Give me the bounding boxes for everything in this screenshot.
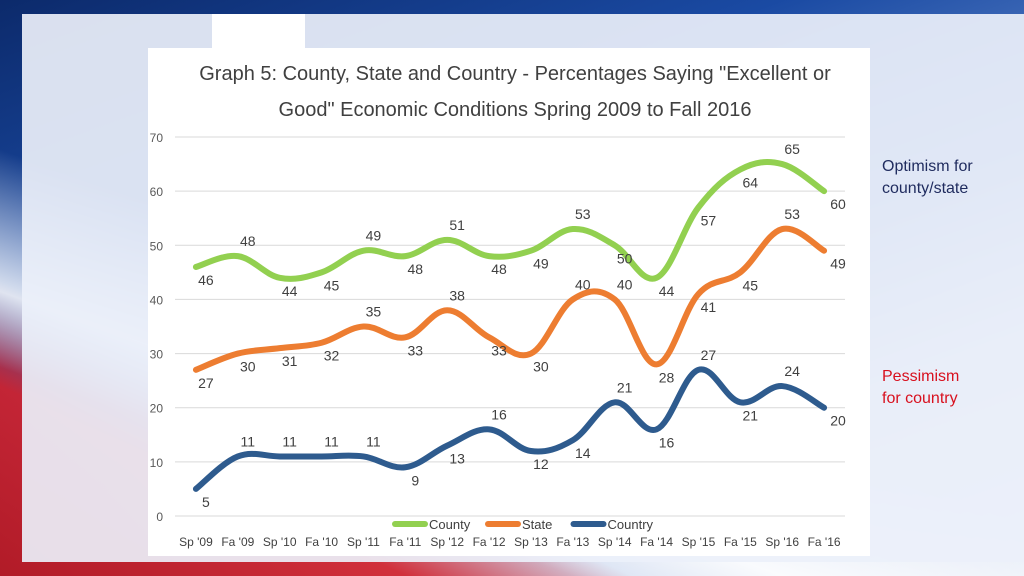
y-tick-label: 40 xyxy=(150,293,164,307)
data-label: 38 xyxy=(449,287,465,303)
data-label: 27 xyxy=(198,375,214,391)
x-tick-label: Fa '11 xyxy=(389,535,421,549)
data-label: 30 xyxy=(533,359,549,375)
data-label: 9 xyxy=(411,472,419,488)
data-label: 40 xyxy=(575,276,591,292)
y-tick-label: 10 xyxy=(150,456,164,470)
data-label: 53 xyxy=(575,206,591,222)
data-label: 45 xyxy=(743,277,759,293)
data-label: 24 xyxy=(784,363,800,379)
y-tick-label: 0 xyxy=(156,510,163,524)
data-label: 16 xyxy=(659,434,675,450)
y-axis-ticks: 0 10 20 30 40 50 60 70 xyxy=(150,131,164,524)
chart-title: Graph 5: County, State and Country - Per… xyxy=(199,63,831,121)
data-label: 28 xyxy=(659,369,675,385)
chart-frame xyxy=(148,48,870,556)
pessimism-note-line-2: for country xyxy=(882,390,958,407)
chart-title-line: Graph 5: County, State and Country - Per… xyxy=(199,63,831,85)
data-label: 46 xyxy=(198,272,214,288)
y-tick-label: 50 xyxy=(150,239,164,253)
series-line-county xyxy=(192,159,828,282)
data-label: 57 xyxy=(701,212,717,228)
pessimism-note: Pessimism for country xyxy=(882,366,959,410)
data-label: 21 xyxy=(743,407,759,423)
x-tick-label: Fa '12 xyxy=(473,535,506,549)
x-tick-label: Fa '10 xyxy=(305,535,338,549)
x-tick-label: Fa '13 xyxy=(556,535,589,549)
gridlines xyxy=(175,136,845,517)
data-label: 33 xyxy=(491,342,507,358)
data-label: 30 xyxy=(240,359,256,375)
data-label: 33 xyxy=(408,342,424,358)
pessimism-note-line-1: Pessimism xyxy=(882,368,960,385)
x-tick-label: Sp '09 xyxy=(179,535,213,549)
x-tick-label: Sp '14 xyxy=(598,535,632,549)
x-axis-ticks: Sp '09 Fa '09 Sp '10 Fa '10 Sp '11 Fa '11 Sp '… xyxy=(179,535,841,549)
data-label: 49 xyxy=(366,228,382,244)
data-label: 60 xyxy=(830,196,846,212)
x-tick-label: Fa '15 xyxy=(724,535,757,549)
data-label: 20 xyxy=(830,413,846,429)
data-label: 49 xyxy=(830,256,846,272)
x-tick-label: Fa '14 xyxy=(640,535,673,549)
data-label: 5 xyxy=(202,494,210,510)
series-line-country xyxy=(192,366,828,492)
data-labels: 46 48 44 45 49 48 51 48 49 53 50 44 57 64 65 60 27 30 31 32… xyxy=(198,141,846,510)
data-label: 32 xyxy=(324,348,340,364)
series-lines xyxy=(192,159,828,492)
data-label: 50 xyxy=(617,250,633,266)
data-label: 48 xyxy=(408,261,424,277)
data-label: 41 xyxy=(701,299,717,315)
data-label: 48 xyxy=(491,261,507,277)
y-tick-label: 30 xyxy=(150,348,164,362)
series-line-state xyxy=(192,225,828,373)
data-label: 53 xyxy=(784,206,800,222)
data-label: 27 xyxy=(701,347,717,363)
x-tick-label: Sp '15 xyxy=(682,535,716,549)
y-tick-label: 20 xyxy=(150,402,164,416)
optimism-note: Optimism for county/state xyxy=(882,156,973,200)
data-label: 11 xyxy=(366,433,381,449)
y-tick-label: 70 xyxy=(150,131,164,145)
x-tick-label: Fa '16 xyxy=(808,535,841,549)
data-label: 49 xyxy=(533,256,549,272)
legend-label: State xyxy=(522,517,552,532)
data-label: 51 xyxy=(449,217,465,233)
x-tick-label: Sp '12 xyxy=(430,535,464,549)
x-tick-label: Sp '10 xyxy=(263,535,297,549)
data-label: 31 xyxy=(282,353,298,369)
data-label: 48 xyxy=(240,233,256,249)
data-label: 44 xyxy=(282,283,298,299)
data-label: 45 xyxy=(324,277,340,293)
data-label: 16 xyxy=(491,406,507,422)
data-label: 44 xyxy=(659,283,675,299)
legend-label: County xyxy=(429,517,471,532)
data-label: 14 xyxy=(575,445,591,461)
data-label: 40 xyxy=(617,276,633,292)
data-label: 13 xyxy=(449,451,465,467)
chart-title-line: Good" Economic Conditions Spring 2009 to… xyxy=(279,99,752,121)
y-tick-label: 60 xyxy=(150,185,164,199)
x-tick-label: Sp '13 xyxy=(514,535,548,549)
x-tick-label: Fa '09 xyxy=(221,535,254,549)
data-label: 12 xyxy=(533,456,549,472)
legend-label: Country xyxy=(608,517,654,532)
data-label: 64 xyxy=(743,174,759,190)
legend: County State Country xyxy=(392,517,654,532)
data-label: 11 xyxy=(282,433,297,449)
x-tick-label: Sp '11 xyxy=(347,535,380,549)
optimism-note-line-1: Optimism for xyxy=(882,158,973,175)
data-label: 35 xyxy=(366,304,382,320)
optimism-note-line-2: county/state xyxy=(882,180,969,197)
slide-tab xyxy=(212,14,305,50)
data-label: 11 xyxy=(324,433,339,449)
x-tick-label: Sp '16 xyxy=(765,535,799,549)
data-label: 11 xyxy=(241,433,256,449)
data-label: 21 xyxy=(617,379,633,395)
data-label: 65 xyxy=(784,141,800,157)
